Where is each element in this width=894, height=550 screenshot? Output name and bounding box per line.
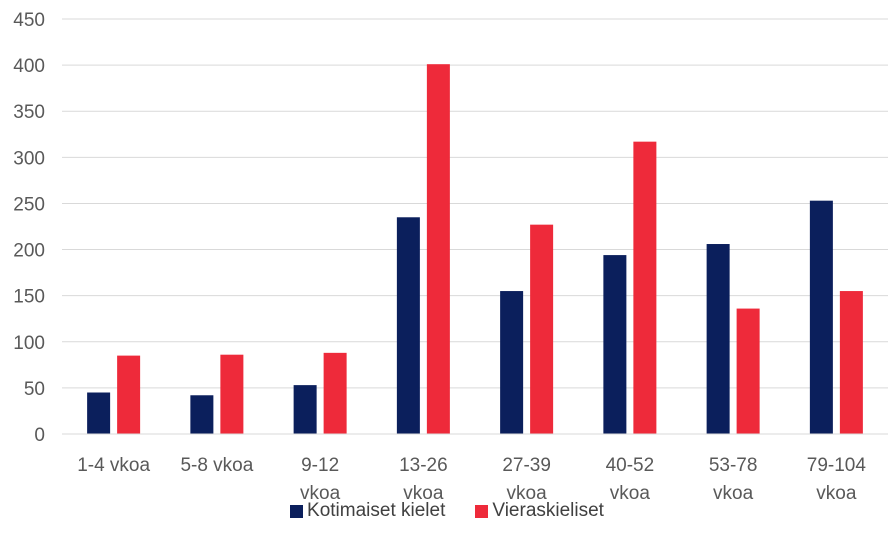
- x-tick-label: 13-26 vkoa: [399, 455, 448, 504]
- bar-kotimaiset: [603, 255, 627, 434]
- bar-kotimaiset: [706, 244, 730, 434]
- bar-vieraskieliset: [426, 64, 450, 434]
- bars: [87, 64, 863, 434]
- bar-kotimaiset: [809, 200, 833, 434]
- legend-label-vieraskieliset: Vieraskieliset: [492, 500, 604, 521]
- y-tick-label: 50: [24, 379, 45, 400]
- bar-kotimaiset: [87, 392, 111, 434]
- y-tick-label: 300: [13, 148, 45, 169]
- x-tick-label: 53-78 vkoa: [709, 455, 758, 504]
- bar-vieraskieliset: [633, 141, 657, 434]
- legend: Kotimaiset kielet Vieraskieliset: [0, 500, 894, 522]
- y-tick-label: 250: [13, 194, 45, 215]
- x-tick-label: 27-39 vkoa: [502, 455, 551, 504]
- bar-kotimaiset: [293, 385, 317, 434]
- bar-kotimaiset: [190, 395, 214, 434]
- x-axis: 1-4 vkoa 5-8 vkoa 9-12 vkoa 13-26 vkoa 27-39 vk…: [62, 433, 888, 504]
- bar-kotimaiset: [396, 217, 420, 434]
- legend-item-vieraskieliset: Vieraskieliset: [475, 500, 604, 522]
- bar-vieraskieliset: [530, 224, 554, 434]
- y-tick-label: 0: [34, 425, 45, 446]
- x-tick-label: 9-12 vkoa: [300, 455, 341, 504]
- legend-label-kotimaiset: Kotimaiset kielet: [307, 500, 446, 521]
- x-tick-label: 40-52 vkoa: [606, 455, 655, 504]
- y-tick-label: 100: [13, 333, 45, 354]
- y-axis: 0 50 100 150 200 250 300 350 400 450: [13, 10, 45, 446]
- y-tick-label: 150: [13, 287, 45, 308]
- bar-kotimaiset: [500, 291, 524, 434]
- y-tick-label: 350: [13, 102, 45, 123]
- y-tick-label: 450: [13, 10, 45, 31]
- bar-vieraskieliset: [839, 291, 863, 434]
- y-tick-label: 400: [13, 56, 45, 77]
- bar-vieraskieliset: [323, 352, 347, 434]
- x-tick-label: 1-4 vkoa: [77, 455, 150, 476]
- legend-swatch-vieraskieliset: [475, 504, 489, 518]
- legend-item-kotimaiset: Kotimaiset kielet: [290, 500, 445, 522]
- y-tick-label: 200: [13, 241, 45, 262]
- x-tick-label: 79-104 vkoa: [807, 455, 867, 504]
- bar-vieraskieliset: [736, 308, 760, 434]
- legend-swatch-kotimaiset: [290, 504, 304, 518]
- gridlines: [62, 18, 888, 435]
- bar-vieraskieliset: [220, 354, 244, 434]
- bar-vieraskieliset: [117, 355, 141, 434]
- x-tick-label: 5-8 vkoa: [180, 455, 253, 476]
